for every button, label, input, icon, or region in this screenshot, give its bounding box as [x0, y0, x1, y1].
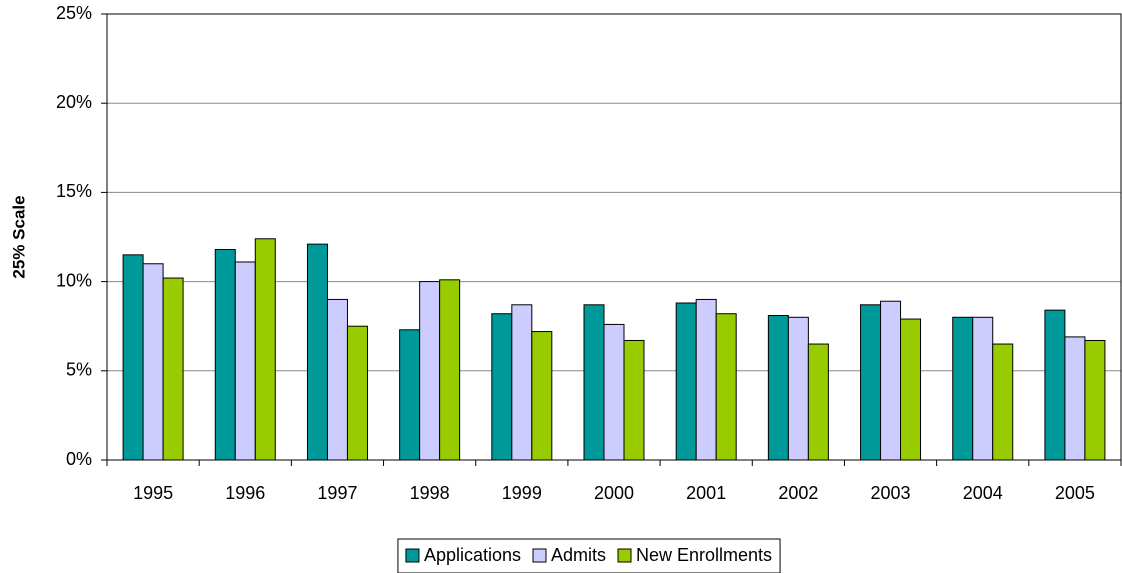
y-tick-label: 5%: [66, 360, 92, 380]
bar: [675, 302, 697, 461]
bar: [162, 277, 184, 461]
bar: [346, 325, 368, 461]
y-tick-label: 25%: [56, 3, 92, 23]
bar: [399, 329, 421, 461]
y-tick-label: 20%: [56, 92, 92, 112]
bar: [992, 343, 1014, 461]
y-tick-label: 0%: [66, 449, 92, 469]
bar: [900, 318, 922, 461]
x-tick-label: 2005: [1055, 483, 1095, 503]
legend-swatch: [405, 548, 420, 563]
bar: [511, 304, 533, 461]
x-tick-label: 2001: [686, 483, 726, 503]
bar: [583, 304, 605, 461]
bar: [234, 261, 256, 461]
bar: [254, 238, 276, 461]
legend-label: Admits: [551, 545, 606, 565]
x-tick-label: 1999: [502, 483, 542, 503]
bar: [623, 339, 645, 461]
bar: [715, 313, 737, 461]
bar: [1064, 336, 1086, 461]
y-tick-label: 10%: [56, 270, 92, 290]
x-tick-label: 2002: [778, 483, 818, 503]
bar: [952, 316, 974, 461]
bar: [326, 298, 348, 461]
bar: [306, 243, 328, 461]
bar: [880, 300, 902, 461]
bar: [807, 343, 829, 461]
bar: [767, 314, 789, 461]
legend-box: [397, 538, 781, 573]
bar: [214, 248, 236, 461]
y-axis-label: 25% Scale: [9, 195, 28, 278]
legend-label: New Enrollments: [636, 545, 772, 565]
bar: [1084, 339, 1106, 461]
legend-swatch: [532, 548, 547, 563]
x-tick-label: 2003: [871, 483, 911, 503]
x-tick-label: 1997: [317, 483, 357, 503]
bar: [787, 316, 809, 461]
x-tick-label: 2004: [963, 483, 1003, 503]
x-tick-label: 1998: [410, 483, 450, 503]
x-tick-label: 1995: [133, 483, 173, 503]
x-tick-label: 2000: [594, 483, 634, 503]
bar: [603, 323, 625, 461]
bar: [531, 331, 553, 461]
bar: [122, 254, 144, 461]
x-tick-label: 1996: [225, 483, 265, 503]
legend-swatch: [617, 548, 632, 563]
y-tick-label: 15%: [56, 181, 92, 201]
bar: [491, 313, 513, 461]
bar: [860, 304, 882, 461]
bar: [695, 298, 717, 461]
bar: [142, 263, 164, 461]
bar: [419, 281, 441, 461]
legend-label: Applications: [424, 545, 521, 565]
bar: [439, 279, 461, 461]
bar: [972, 316, 994, 461]
bar: [1044, 309, 1066, 461]
